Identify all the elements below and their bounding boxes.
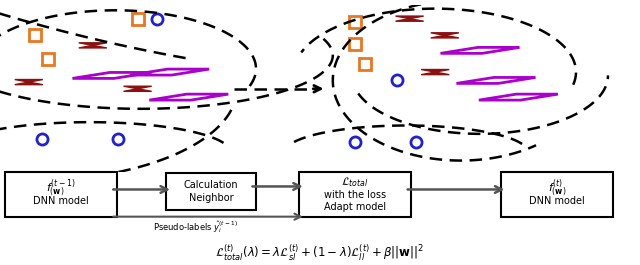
- Polygon shape: [79, 43, 107, 45]
- FancyBboxPatch shape: [166, 173, 256, 210]
- Polygon shape: [124, 86, 152, 89]
- Polygon shape: [15, 82, 43, 85]
- Text: Calculation: Calculation: [184, 180, 239, 191]
- Text: $f_{(\mathbf{w})}^{(t)}$: $f_{(\mathbf{w})}^{(t)}$: [548, 178, 566, 199]
- Polygon shape: [421, 72, 449, 75]
- FancyBboxPatch shape: [500, 172, 613, 217]
- Polygon shape: [15, 80, 43, 82]
- Text: Neighbor: Neighbor: [189, 193, 234, 202]
- Polygon shape: [396, 16, 424, 19]
- Text: $f_{(\mathbf{w})}^{(t-1)}$: $f_{(\mathbf{w})}^{(t-1)}$: [46, 178, 76, 199]
- Polygon shape: [124, 89, 152, 91]
- Polygon shape: [431, 35, 459, 38]
- FancyBboxPatch shape: [5, 172, 116, 217]
- Text: DNN model: DNN model: [33, 196, 89, 206]
- Text: $\mathcal{L}_{total}^{(t)}(\lambda) = \lambda\mathcal{L}_{sl}^{(t)} + (1-\lambda: $\mathcal{L}_{total}^{(t)}(\lambda) = \l…: [216, 243, 424, 263]
- Text: Adapt model: Adapt model: [324, 202, 387, 211]
- Polygon shape: [421, 69, 449, 72]
- Text: Pseudo-labels $\hat{y}_i^{(t-1)}$: Pseudo-labels $\hat{y}_i^{(t-1)}$: [153, 219, 237, 235]
- Text: DNN model: DNN model: [529, 196, 585, 206]
- Polygon shape: [431, 33, 459, 35]
- Text: with the loss: with the loss: [324, 189, 387, 200]
- FancyBboxPatch shape: [300, 172, 412, 217]
- Polygon shape: [396, 19, 424, 21]
- Text: $\mathcal{L}_{total}$: $\mathcal{L}_{total}$: [341, 175, 369, 189]
- Polygon shape: [79, 45, 107, 48]
